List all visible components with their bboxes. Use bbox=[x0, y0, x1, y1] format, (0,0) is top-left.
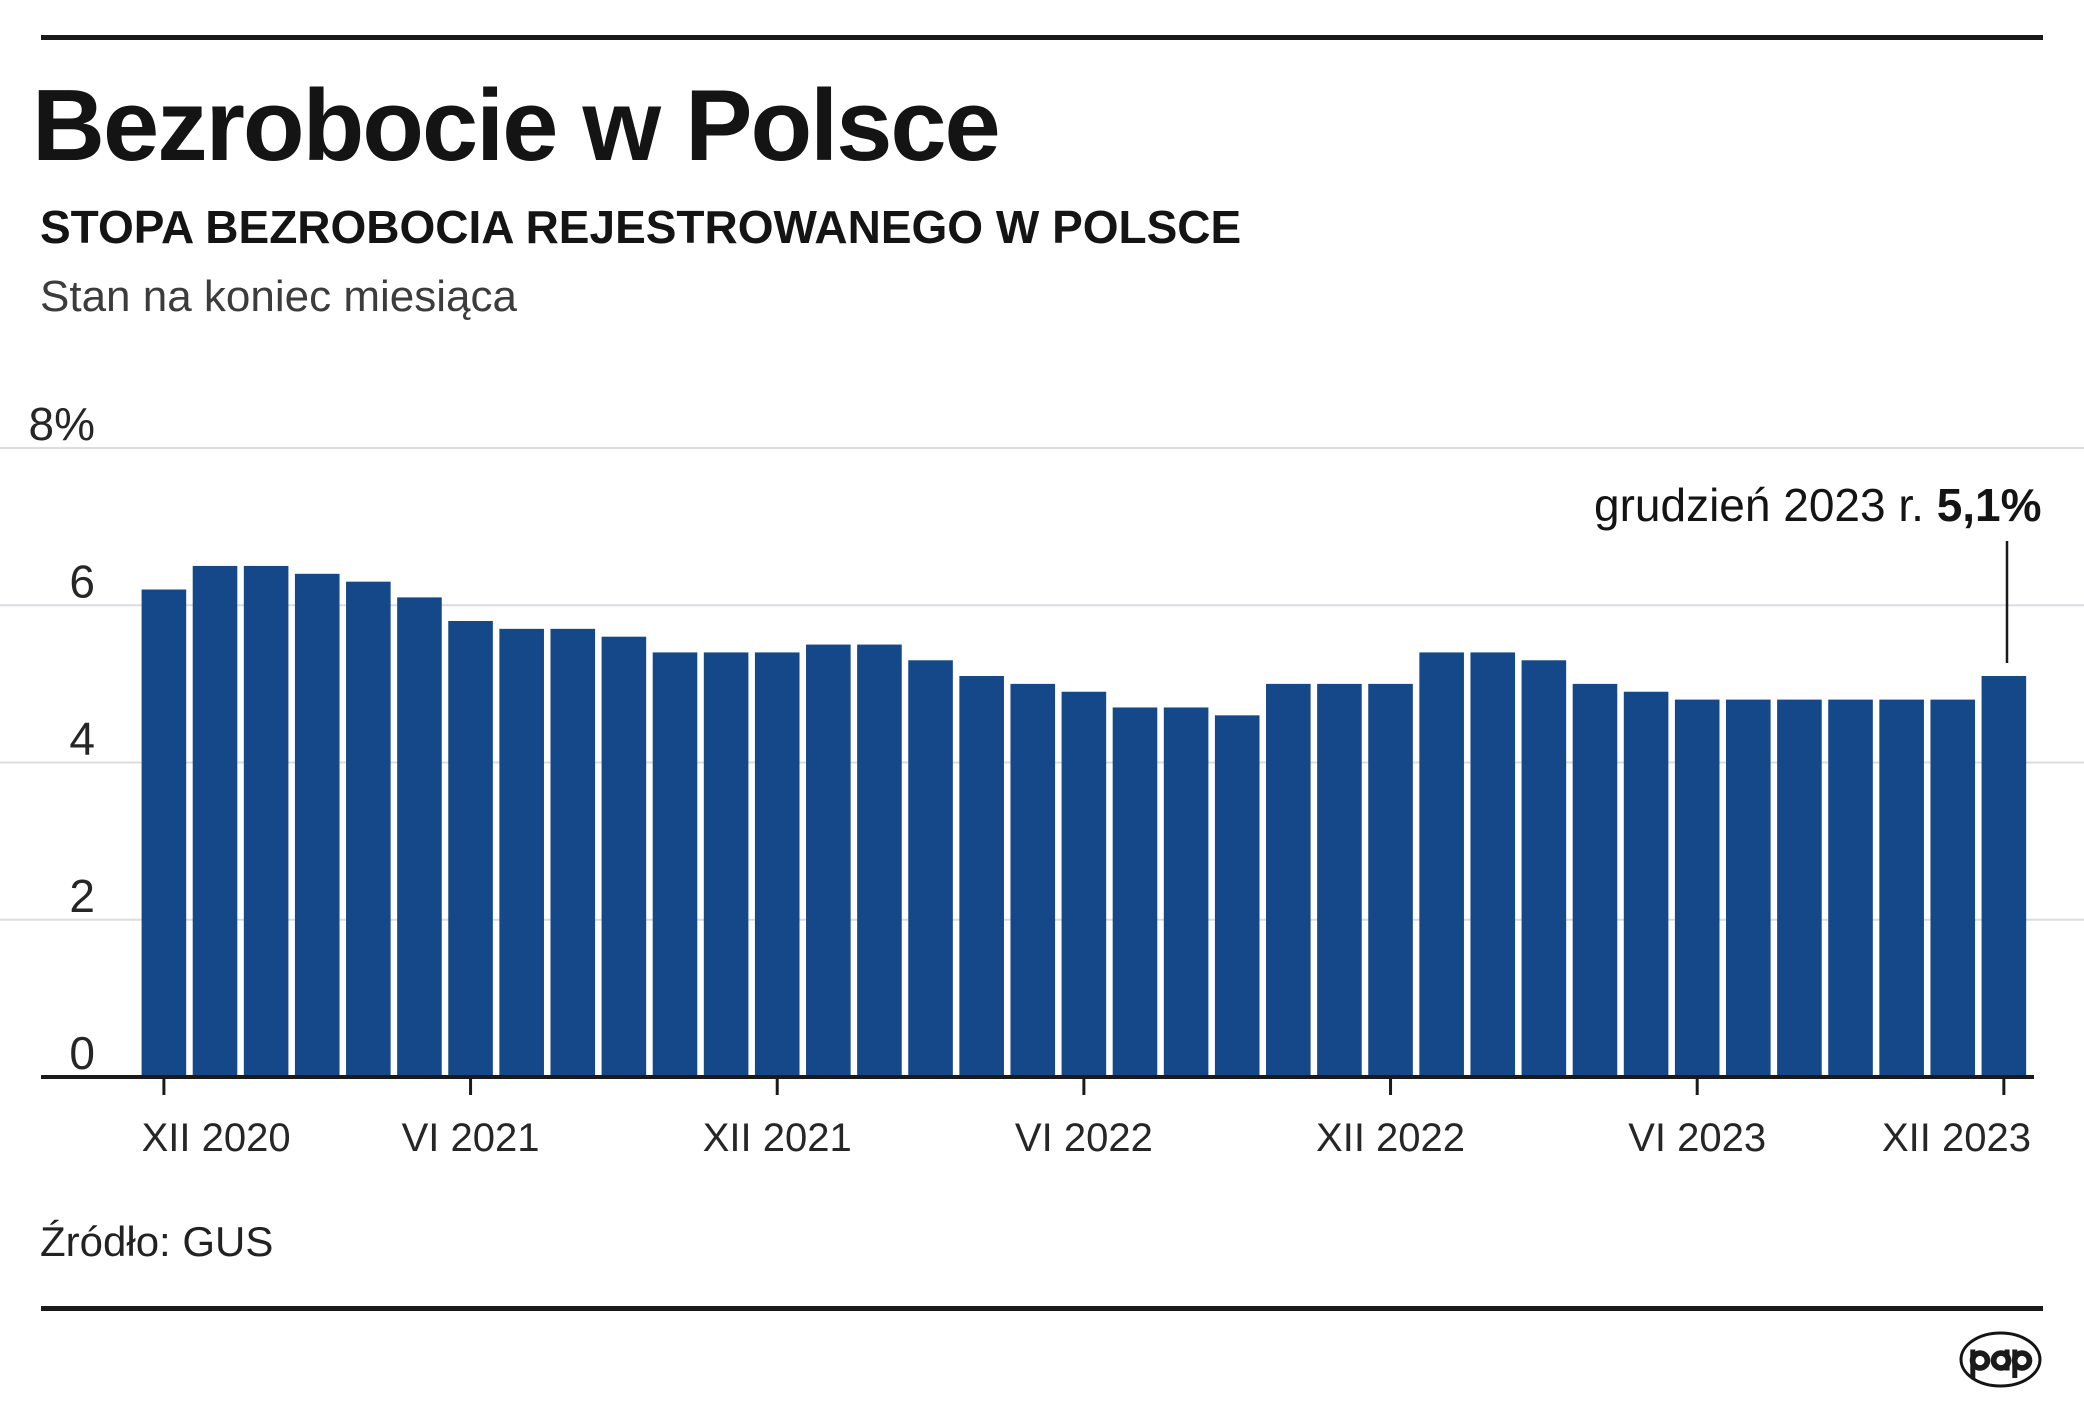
svg-text:VI 2022: VI 2022 bbox=[1015, 1116, 1153, 1160]
svg-text:2: 2 bbox=[69, 870, 95, 922]
svg-text:XII 2021: XII 2021 bbox=[703, 1116, 852, 1160]
svg-text:8%: 8% bbox=[29, 398, 95, 450]
svg-text:0: 0 bbox=[69, 1027, 95, 1079]
svg-text:4: 4 bbox=[69, 713, 95, 765]
svg-text:VI 2021: VI 2021 bbox=[402, 1116, 540, 1160]
svg-text:VI 2023: VI 2023 bbox=[1628, 1116, 1766, 1160]
svg-text:6: 6 bbox=[69, 555, 95, 607]
svg-text:XII 2020: XII 2020 bbox=[142, 1116, 291, 1160]
svg-text:XII 2023: XII 2023 bbox=[1882, 1116, 2031, 1160]
svg-text:XII 2022: XII 2022 bbox=[1316, 1116, 1465, 1160]
